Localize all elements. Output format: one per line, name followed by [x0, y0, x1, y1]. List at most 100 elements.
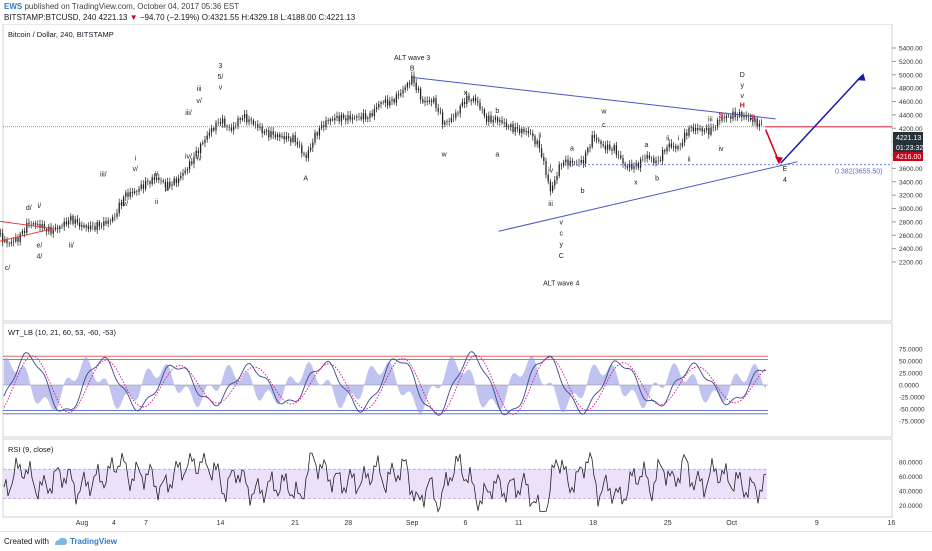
header-row-quote: BITSTAMP:BTCUSD, 240 4221.13 ▼ −94.70 (−… — [4, 12, 355, 23]
wave-label: w — [600, 109, 607, 116]
x-tick-label: 14 — [217, 520, 225, 527]
symbol: BITSTAMP:BTCUSD, 240 — [4, 13, 97, 22]
wave-label: a — [644, 142, 648, 149]
wave-label: iii/ — [100, 171, 107, 178]
main-pane[interactable] — [2, 24, 893, 322]
wave-label: i — [134, 155, 136, 162]
x-tick-label: 21 — [291, 520, 299, 527]
wave-label: 3 — [218, 63, 222, 70]
wt-tick-label: 75.0000 — [899, 347, 923, 354]
high: H:4329.18 — [241, 13, 279, 22]
wave-label: ii/ — [69, 242, 74, 249]
wt-histogram — [4, 355, 766, 414]
triangle-lower-line — [498, 161, 798, 232]
wave-label: C — [559, 253, 564, 260]
wave-label: v — [219, 84, 223, 91]
x-tick-label: 28 — [344, 520, 352, 527]
wave-label: 5/ — [218, 74, 224, 81]
x-tick-label: 16 — [888, 520, 896, 527]
wave-label: iv — [197, 155, 203, 162]
x-tick-label: 4 — [112, 520, 116, 527]
wave-label: v — [560, 220, 564, 227]
price-tick-label: 3400.00 — [899, 179, 923, 186]
wave-label: 4 — [783, 177, 787, 184]
countdown-tag-text: 01:23:32 — [896, 145, 923, 152]
wt-tick-label: -25.0000 — [899, 395, 925, 402]
main-pane-title: Bitcoin / Dollar, 240, BITSTAMP — [8, 30, 114, 39]
price-tick-label: 2200.00 — [899, 260, 923, 267]
last-price: 4221.13 — [98, 13, 128, 22]
price-tick-label: 4200.00 — [899, 126, 923, 133]
wave-label: D — [740, 72, 745, 79]
header: EWS published on TradingView.com, Octobe… — [0, 0, 932, 24]
price-tick-label: 3200.00 — [899, 193, 923, 200]
author[interactable]: EWS — [4, 2, 23, 11]
tradingview-logo-icon — [55, 537, 67, 545]
price-tick-label: 5400.00 — [899, 46, 923, 53]
wave-label: iii — [197, 86, 202, 93]
wave-label: iv — [548, 167, 554, 174]
close: C:4221.13 — [318, 13, 356, 22]
fib-label: 0.382(3655.50) — [835, 169, 882, 176]
wt-pane[interactable] — [2, 322, 893, 438]
wave-label: a — [570, 145, 574, 152]
wave-label: y — [741, 82, 745, 89]
wt-pane-title: WT_LB (10, 21, 60, 53, -60, -53) — [8, 328, 116, 337]
x-tick-label: Aug — [76, 520, 89, 527]
last-price-tag-text: 4221.13 — [896, 135, 921, 142]
wave-label: i/ — [155, 171, 159, 178]
wave-label: b — [655, 175, 659, 182]
wave-label: v/ — [196, 98, 202, 105]
wt-tick-label: 0.0000 — [899, 383, 919, 390]
wave-label: i/ — [38, 203, 42, 210]
wave-label: c/ — [5, 265, 11, 272]
wave-label: iv/ — [185, 153, 192, 160]
rsi-tick-label: 20.0000 — [899, 503, 923, 510]
footer: Created with TradingView — [0, 531, 932, 551]
wt-tick-label: -75.0000 — [899, 419, 925, 426]
triangle-upper-line — [412, 76, 776, 120]
hs-label: S — [751, 115, 756, 122]
chart[interactable]: Bitcoin / Dollar, 240, BITSTAMP WT_LB (1… — [0, 24, 932, 531]
left-triangle — [0, 220, 54, 242]
wave-label: B — [410, 66, 415, 73]
wave-label: ii — [666, 135, 670, 142]
open: O:4321.55 — [201, 13, 240, 22]
wt-line-1 — [3, 351, 767, 416]
change: −94.70 (−2.19%) — [139, 13, 200, 22]
wave-label: v — [741, 93, 745, 100]
rsi-pane-title: RSI (9, close) — [8, 445, 54, 454]
wave-label: iv — [718, 146, 724, 153]
tradingview-link[interactable]: TradingView — [70, 537, 117, 546]
rsi-tick-label: 60.0000 — [899, 474, 923, 481]
x-tick-label: 7 — [144, 520, 148, 527]
arrowhead-blue — [856, 73, 866, 81]
projection-arrow-blue — [780, 75, 863, 164]
wave-label: ALT wave 4 — [543, 280, 579, 287]
wave-label: x — [634, 179, 638, 186]
rsi-tick-label: 40.0000 — [899, 489, 923, 496]
level-tag-text: 4216.00 — [896, 154, 921, 161]
level-tag — [893, 152, 923, 161]
wave-label: iii/ — [185, 110, 192, 117]
price-tick-label: 2400.00 — [899, 246, 923, 253]
wave-label: ii — [155, 199, 159, 206]
wt-tick-label: -50.0000 — [899, 407, 925, 414]
created-with-label: Created with — [4, 537, 49, 546]
last-price-tag — [893, 132, 923, 142]
wave-label: iii — [548, 201, 553, 208]
wave-label: a — [495, 151, 499, 158]
wave-label: i — [678, 135, 680, 142]
price-tick-label: 5000.00 — [899, 72, 923, 79]
wt-tick-label: 25.0000 — [899, 371, 923, 378]
wave-label: x — [464, 90, 468, 97]
x-tick-label: Sep — [406, 520, 419, 527]
wave-label: c — [560, 230, 564, 237]
wave-label: i — [550, 163, 552, 170]
hs-label: S — [719, 113, 724, 120]
x-tick-label: 25 — [664, 520, 672, 527]
arrowhead-red — [774, 156, 783, 165]
x-tick-label: 18 — [589, 520, 597, 527]
price-tick-label: 3600.00 — [899, 166, 923, 173]
price-tick-label: 2800.00 — [899, 219, 923, 226]
